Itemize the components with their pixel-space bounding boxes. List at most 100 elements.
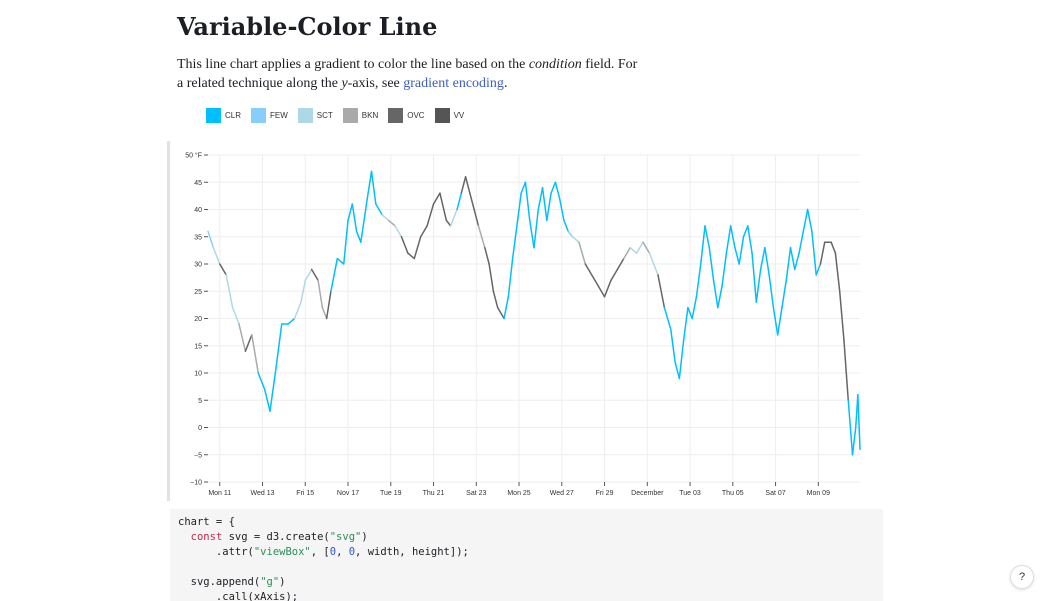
- line-segment-clr: [708, 246, 715, 282]
- legend-item-ovc: OVC: [388, 108, 425, 123]
- legend-item-few: FEW: [251, 108, 288, 123]
- line-segment-ovc: [819, 241, 826, 265]
- line-segment-clr: [802, 208, 809, 233]
- line-segment-sct: [293, 301, 302, 320]
- line-segment-clr: [355, 230, 362, 243]
- line-segment-sct: [212, 246, 221, 265]
- line-segment-clr: [699, 225, 706, 265]
- line-segment-clr: [674, 361, 681, 380]
- line-segment-clr: [847, 399, 854, 456]
- y-tick-label: −10: [190, 480, 202, 487]
- line-segment-clr: [516, 192, 522, 227]
- line-segment-clr: [734, 246, 740, 265]
- line-segment-few: [207, 230, 215, 249]
- x-tick-label: Thu 05: [722, 490, 744, 497]
- line-segment-clr: [742, 225, 749, 238]
- line-segment-bkn: [321, 306, 328, 320]
- line-segment-ovc: [496, 306, 505, 320]
- y-tick-label: 50 °F: [185, 152, 202, 160]
- legend-label: FEW: [270, 111, 288, 120]
- line-segment-ovc: [407, 252, 416, 260]
- line-segment-clr: [287, 317, 296, 325]
- line-segment-clr: [370, 170, 377, 205]
- line-segment-clr: [755, 268, 762, 303]
- line-segment-bkn: [578, 241, 587, 265]
- legend-swatch: [297, 108, 313, 123]
- line-segment-clr: [776, 306, 783, 336]
- line-segment-ovc: [445, 219, 452, 227]
- x-tick-label: Mon 11: [208, 490, 231, 497]
- help-button[interactable]: ?: [1010, 565, 1034, 589]
- y-tick-label: 35: [194, 234, 202, 241]
- line-segment-clr: [691, 295, 698, 320]
- line-segment-few: [567, 230, 574, 238]
- line-segment-clr: [738, 236, 745, 265]
- intro-text-3: -axis, see: [347, 76, 404, 91]
- line-segment-ovc: [834, 252, 841, 292]
- y-tick-label: 0: [198, 425, 202, 432]
- line-segment-clr: [269, 372, 277, 412]
- legend-item-sct: SCT: [297, 108, 333, 123]
- line-segment-ovc: [400, 236, 409, 254]
- line-segment-clr: [768, 274, 775, 309]
- y-tick-label: 25: [194, 289, 202, 296]
- x-tick-label: Wed 27: [550, 490, 574, 497]
- line-segment-clr: [360, 197, 369, 243]
- line-segment-clr: [682, 306, 689, 342]
- line-segment-ovc: [219, 263, 227, 276]
- line-segment-bkn: [317, 279, 324, 309]
- line-segment-clr: [772, 306, 779, 336]
- x-tick-label: Fri 15: [296, 490, 314, 497]
- line-segment-clr: [794, 252, 800, 271]
- line-segment-clr: [507, 257, 514, 298]
- line-segment-clr: [857, 394, 861, 451]
- x-tick-label: Sat 07: [765, 490, 785, 497]
- intro-text-1: This line chart applies a gradient to co…: [177, 57, 529, 72]
- line-segment-clr: [263, 388, 271, 412]
- line-segment-ovc: [439, 192, 448, 222]
- line-segment-clr: [375, 203, 383, 216]
- legend-label: VV: [453, 111, 465, 120]
- x-tick-label: Wed 13: [251, 490, 275, 497]
- code-cell[interactable]: chart = { const svg = d3.create("svg") .…: [170, 509, 883, 601]
- line-segment-clr: [721, 252, 728, 287]
- x-tick-label: Nov 17: [337, 490, 359, 497]
- gradient-encoding-link[interactable]: gradient encoding: [403, 76, 504, 91]
- line-segment-ovc: [584, 263, 593, 276]
- line-segment-clr: [764, 246, 770, 276]
- line-segment-sct: [225, 274, 234, 309]
- line-segment-ovc: [426, 203, 435, 227]
- line-segment-bkn: [623, 246, 631, 260]
- line-segment-clr: [717, 285, 723, 309]
- line-segment-ovc: [464, 176, 471, 194]
- line-segment-clr: [558, 197, 565, 222]
- legend-item-clr: CLR: [206, 108, 241, 123]
- line-segment-ovc: [419, 225, 428, 238]
- line-segment-clr: [815, 263, 822, 276]
- line-segment-clr: [729, 225, 736, 249]
- legend-item-bkn: BKN: [342, 108, 378, 123]
- line-segment-clr: [725, 225, 732, 254]
- y-tick-label: 20: [194, 316, 202, 323]
- line-segment-clr: [785, 246, 792, 282]
- line-segment-clr: [687, 306, 693, 320]
- line-segment-clr: [678, 339, 685, 380]
- line-segment-clr: [563, 219, 569, 233]
- line-segment-sct: [304, 268, 313, 282]
- y-tick-label: 15: [194, 343, 202, 350]
- line-segment-sct: [652, 263, 659, 276]
- y-tick-label: 40: [194, 207, 202, 214]
- x-tick-label: Mon 25: [507, 490, 530, 497]
- line-segment-sct: [231, 306, 240, 325]
- legend-label: OVC: [407, 111, 425, 120]
- intro-paragraph: This line chart applies a gradient to co…: [177, 55, 647, 93]
- line-segment-clr: [351, 203, 358, 233]
- legend-swatch: [251, 108, 267, 123]
- line-segment-clr: [257, 372, 266, 391]
- line-chart: −10 −5 0 5 10 15 20 25 30 35 40 45 50 °F Mon 11 Wed 13…: [185, 152, 861, 497]
- page-title: Variable-Color Line: [177, 12, 438, 41]
- line-segment-sct: [571, 236, 580, 243]
- line-segment-clr: [670, 328, 676, 363]
- line-segment-clr: [851, 426, 857, 456]
- x-tick-label: Sat 23: [466, 490, 486, 497]
